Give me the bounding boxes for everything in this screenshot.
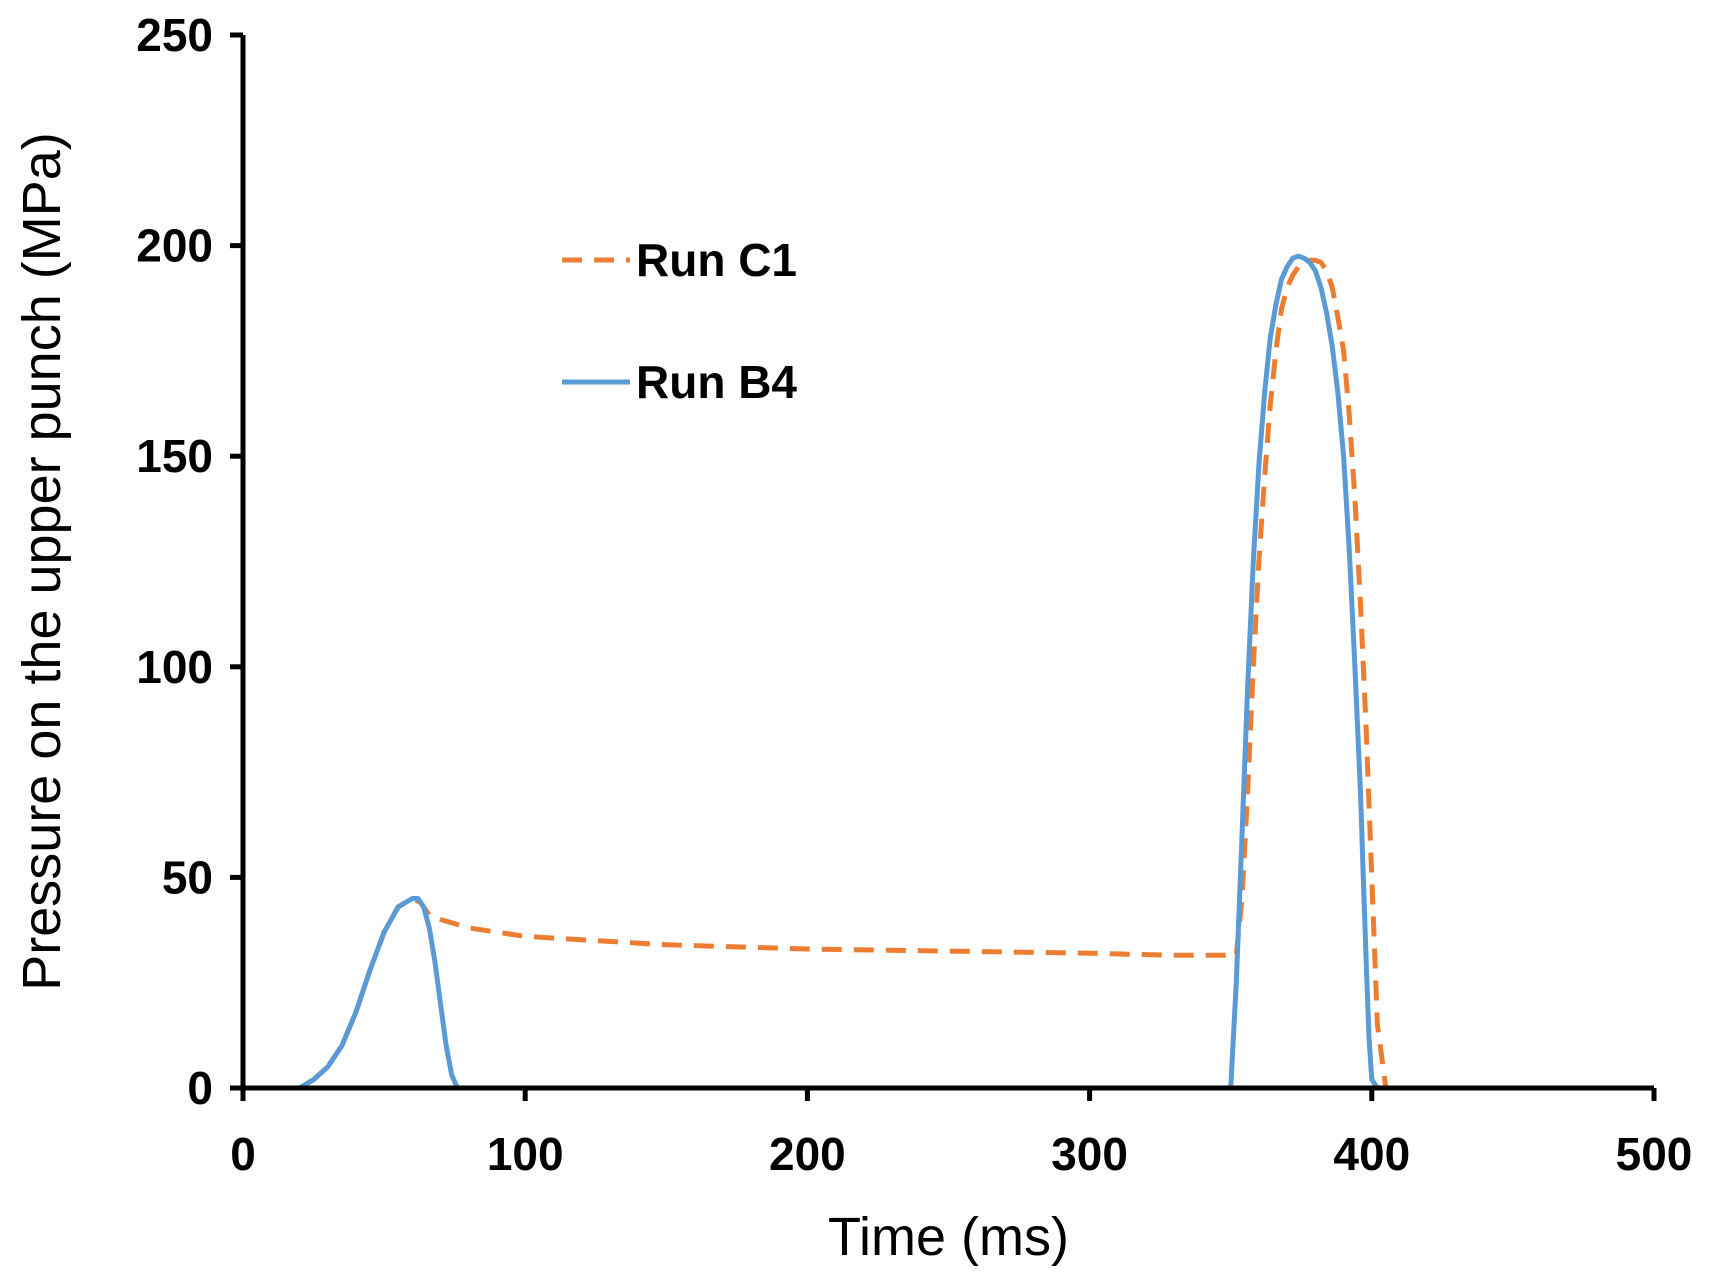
legend-label: Run C1 bbox=[636, 234, 797, 286]
y-tick-label: 100 bbox=[136, 641, 213, 693]
x-axis-title: Time (ms) bbox=[828, 1207, 1069, 1267]
y-axis-title: Pressure on the upper punch (MPa) bbox=[12, 132, 72, 990]
series-line-run-b4 bbox=[240, 253, 1502, 1091]
plot-lines bbox=[240, 253, 1502, 1091]
x-tick-label: 300 bbox=[1051, 1128, 1128, 1180]
y-tick-label: 50 bbox=[162, 851, 213, 903]
y-tick-label: 0 bbox=[187, 1062, 213, 1114]
x-tick-label: 100 bbox=[487, 1128, 564, 1180]
y-tick-label: 200 bbox=[136, 220, 213, 272]
legend: Run C1 Run B4 bbox=[562, 234, 797, 408]
x-tick-label: 400 bbox=[1333, 1128, 1410, 1180]
axis-ticks: 0 50 100 150 200 250 0 100 200 300 400 500 bbox=[136, 9, 1692, 1180]
legend-label: Run B4 bbox=[636, 356, 797, 408]
x-tick-label: 0 bbox=[230, 1128, 256, 1180]
y-tick-label: 150 bbox=[136, 430, 213, 482]
y-tick-label: 250 bbox=[136, 9, 213, 61]
x-tick-label: 500 bbox=[1616, 1128, 1693, 1180]
series-line-run-c1 bbox=[243, 257, 1499, 1091]
x-tick-label: 200 bbox=[769, 1128, 846, 1180]
